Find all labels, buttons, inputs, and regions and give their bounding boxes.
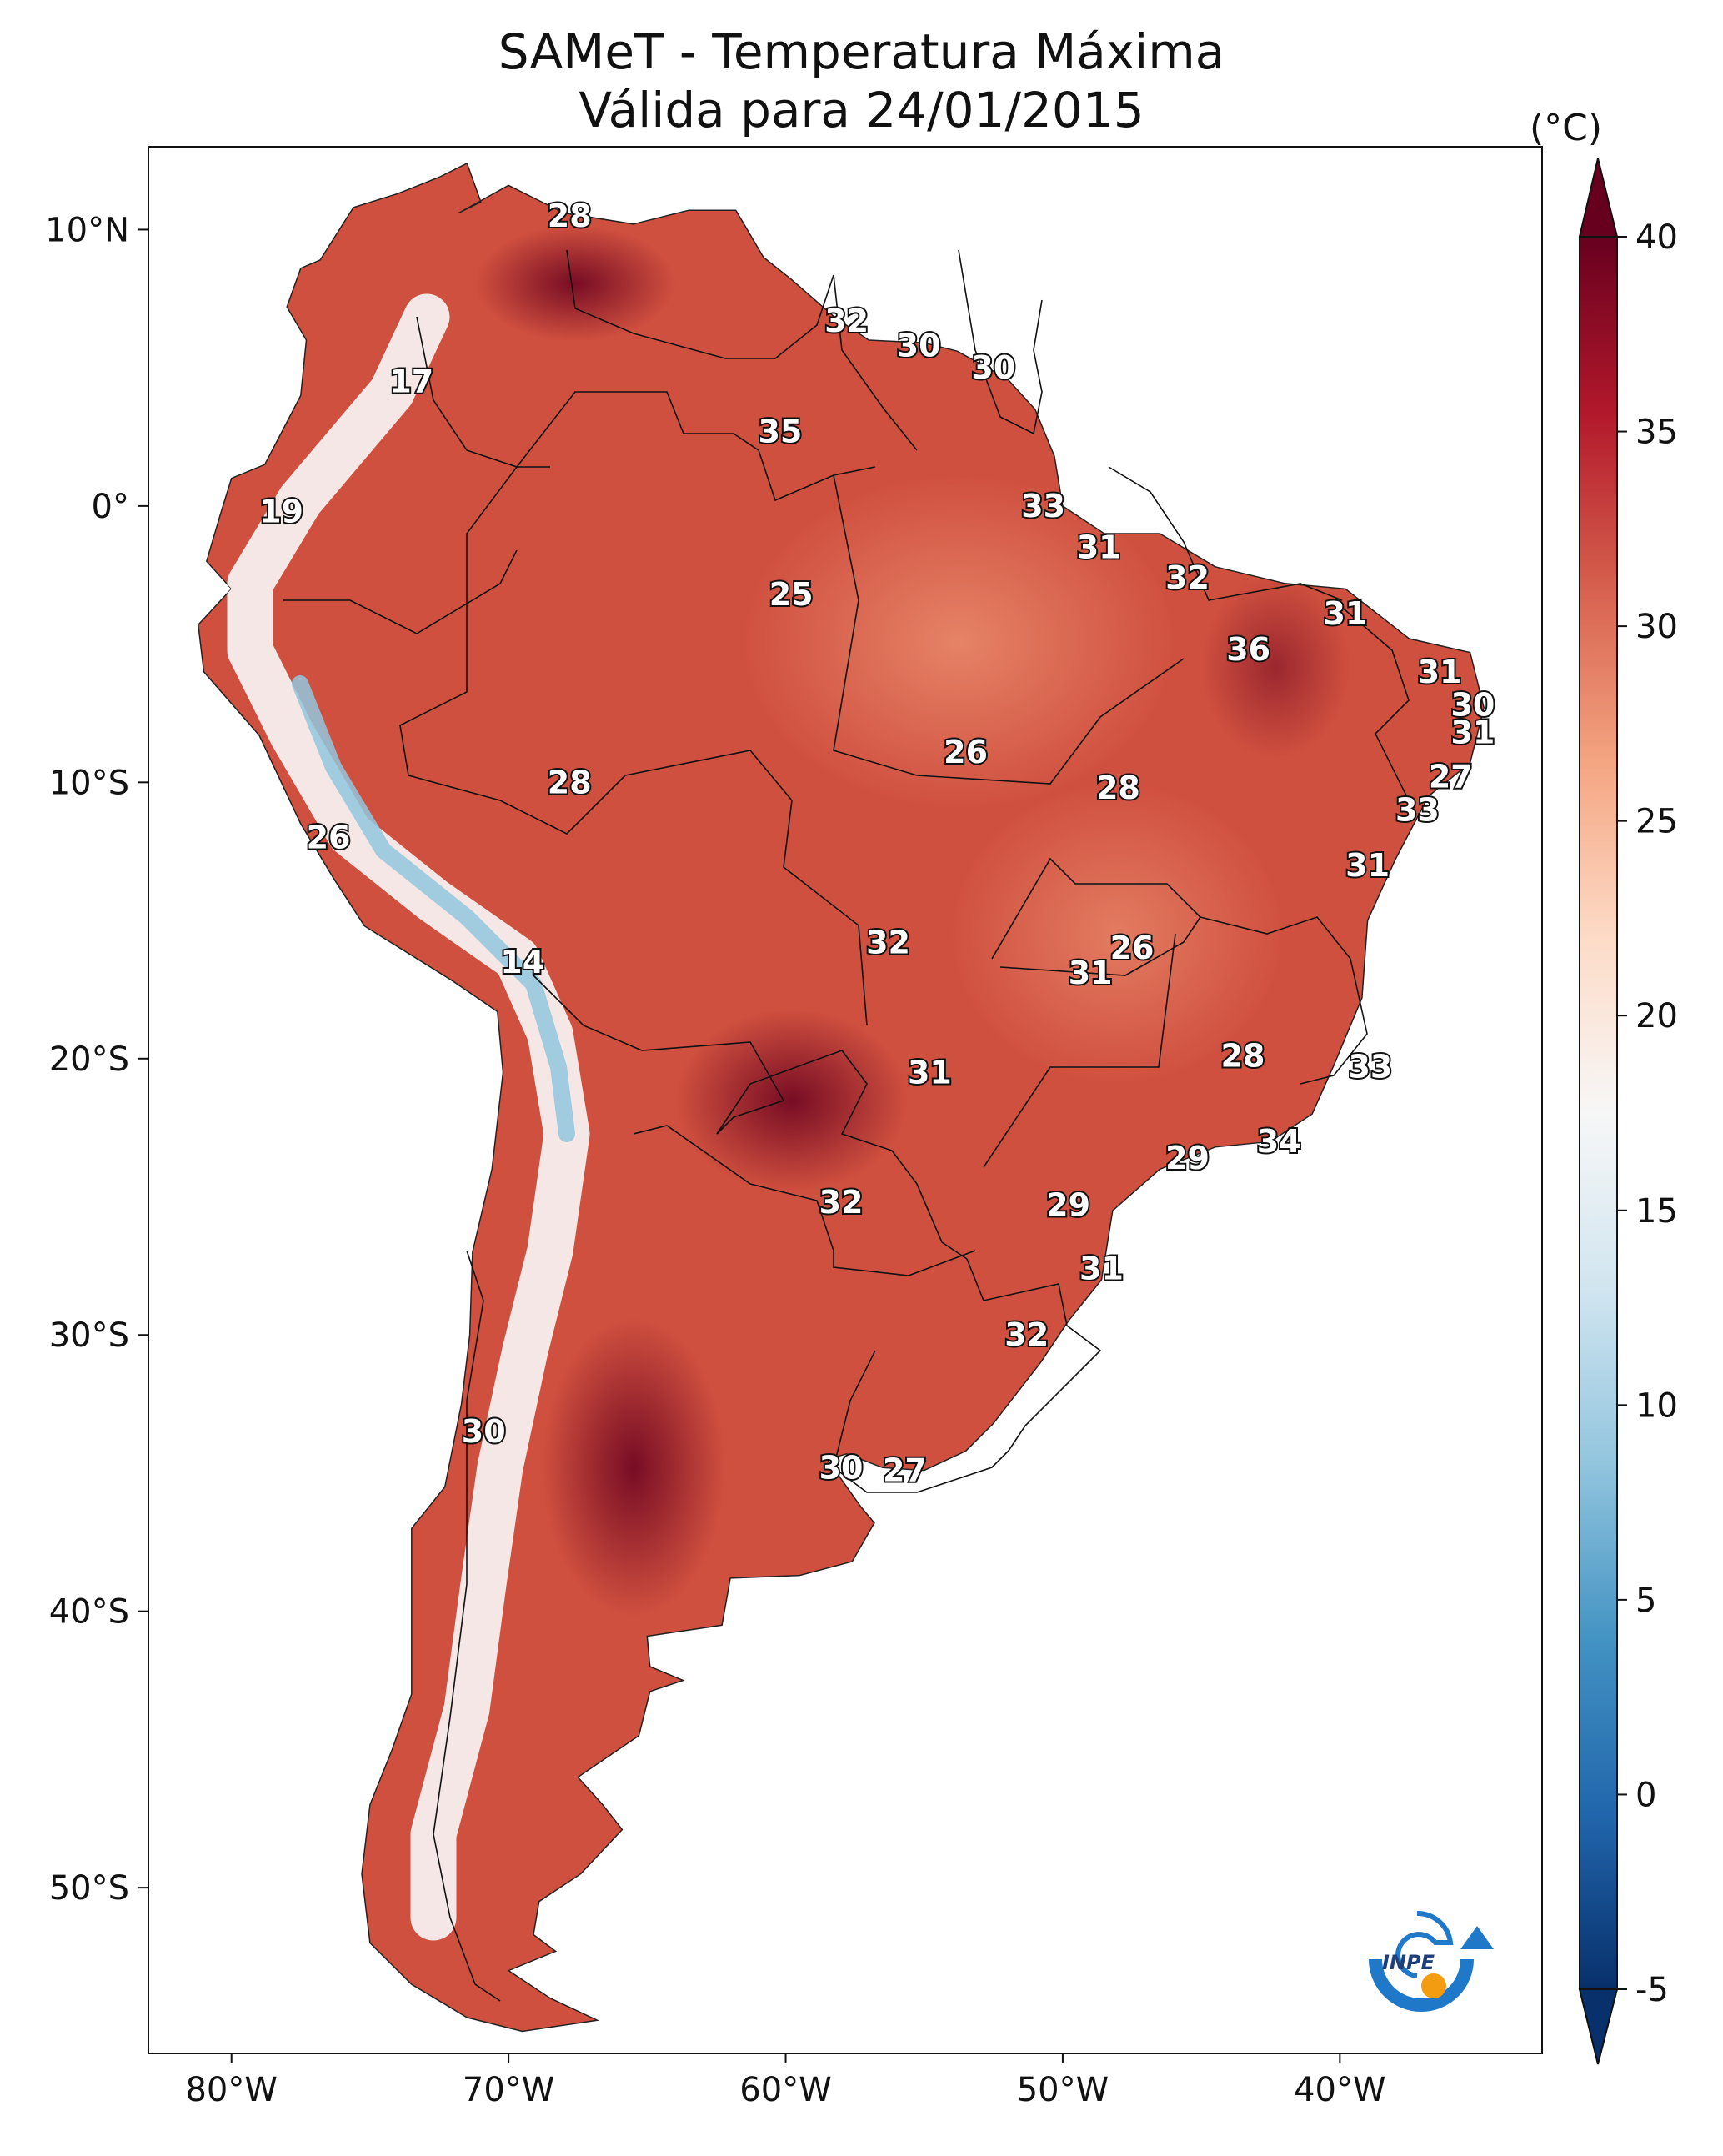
colorbar-tick-label: 15 <box>1635 1192 1678 1231</box>
temperature-value-label: 19 <box>259 494 303 530</box>
temperature-value-label: 30 <box>971 349 1015 386</box>
temperature-value-label: 31 <box>1345 847 1390 884</box>
colorbar-tick-label: 40 <box>1635 218 1678 257</box>
logo-swirl <box>1395 1910 1454 1978</box>
temperature-value-label: 34 <box>1257 1123 1301 1160</box>
colorbar-tick-label: 5 <box>1635 1582 1656 1620</box>
temperature-value-label: 32 <box>866 925 910 961</box>
lat-tick-label: 50°S <box>49 1869 129 1908</box>
lat-tick-label: 0° <box>92 488 129 526</box>
temperature-value-label: 29 <box>1165 1140 1210 1176</box>
lon-axis: 80°W 70°W 60°W 50°W 40°W <box>185 2053 1386 2109</box>
temperature-value-label: 30 <box>1450 687 1495 724</box>
temperature-value-label: 27 <box>883 1452 927 1489</box>
colorbar-tick-label: 10 <box>1635 1386 1678 1425</box>
logo-orange-dot <box>1421 1973 1446 1998</box>
temperature-value-label: 31 <box>908 1054 952 1091</box>
colorbar-tick-label: 20 <box>1635 997 1678 1035</box>
colorbar-tick-label: 25 <box>1635 803 1678 841</box>
temperature-value-label: 32 <box>1165 559 1210 596</box>
lon-tick-label: 80°W <box>185 2071 277 2109</box>
temperature-value-label: 32 <box>824 303 869 339</box>
temperature-value-label: 30 <box>462 1413 506 1450</box>
lat-tick-label: 10°N <box>45 211 129 249</box>
temperature-value-label: 25 <box>769 576 814 613</box>
colorbar: 40 35 30 25 20 15 10 5 0 -5 <box>1578 158 1678 2065</box>
temperature-value-label: 31 <box>1324 595 1368 632</box>
hot-region-northeast <box>1200 575 1350 759</box>
map-title: SAMeT - Temperatura Máxima <box>498 23 1225 80</box>
logo-arrow-icon <box>1460 1926 1494 1949</box>
hot-region-pampas <box>542 1317 725 1617</box>
temperature-value-label: 31 <box>1450 714 1495 751</box>
hot-region-chaco <box>675 1009 909 1192</box>
temperature-value-label: 30 <box>897 328 941 364</box>
temperature-value-label: 31 <box>1418 654 1462 690</box>
temperature-value-label: 33 <box>1021 488 1065 524</box>
lon-tick-label: 60°W <box>739 2071 831 2109</box>
temperature-value-label: 28 <box>548 764 592 800</box>
lon-tick-label: 40°W <box>1294 2071 1385 2109</box>
inpe-logo: INPE <box>1369 1910 1494 2012</box>
lat-tick-label: 20°S <box>49 1040 129 1079</box>
colorbar-tick-label: -5 <box>1635 1971 1669 2009</box>
temperature-value-label: 26 <box>944 734 988 770</box>
temperature-value-label: 27 <box>1429 759 1473 795</box>
temperature-value-label: 26 <box>1110 930 1155 966</box>
colorbar-tick-label: 35 <box>1635 414 1678 452</box>
colorbar-min-extend <box>1578 1988 1619 2065</box>
colorbar-unit-label: (°C) <box>1530 107 1603 149</box>
lon-tick-label: 50°W <box>1017 2071 1109 2109</box>
temperature-value-label: 30 <box>819 1449 864 1486</box>
temperature-value-label: 28 <box>1221 1037 1265 1074</box>
temperature-value-label: 31 <box>1077 529 1121 566</box>
temperature-value-label: 36 <box>1226 631 1270 668</box>
temperature-value-label: 33 <box>1395 791 1440 828</box>
temperature-value-label: 14 <box>500 944 544 980</box>
lat-axis: 10°N 0° 10°S 20°S 30°S 40°S 50°S <box>45 211 148 1908</box>
temperature-value-label: 28 <box>1096 770 1140 806</box>
colorbar-bar <box>1579 236 1618 1990</box>
temperature-value-label: 32 <box>819 1184 864 1221</box>
temperature-value-label: 28 <box>548 198 592 234</box>
temperature-value-label: 31 <box>1079 1251 1124 1287</box>
country-borders <box>283 249 1410 2002</box>
lon-tick-label: 70°W <box>463 2071 554 2109</box>
temperature-value-label: 35 <box>758 413 802 449</box>
temperature-value-label: 33 <box>1348 1049 1392 1086</box>
lat-tick-label: 40°S <box>49 1593 129 1632</box>
hot-region-venezuela <box>475 225 675 342</box>
andes-freezing-band <box>292 675 575 1142</box>
temperature-value-label: 26 <box>307 820 351 856</box>
lat-tick-label: 10°S <box>49 764 129 802</box>
temperature-value-label: 17 <box>389 364 433 400</box>
map-subtitle: Válida para 24/01/2015 <box>579 82 1144 138</box>
temperature-value-label: 31 <box>1069 955 1113 991</box>
colorbar-tick-label: 30 <box>1635 608 1678 646</box>
logo-text: INPE <box>1382 1951 1435 1974</box>
temperature-value-label: 32 <box>1004 1316 1049 1353</box>
logo-arc <box>1369 1958 1474 2012</box>
colorbar-max-extend <box>1578 158 1619 238</box>
colorbar-tick-label: 0 <box>1635 1776 1656 1814</box>
lat-tick-label: 30°S <box>49 1316 129 1355</box>
warm-region-central <box>950 784 1284 1084</box>
temperature-value-label: 29 <box>1046 1186 1090 1223</box>
